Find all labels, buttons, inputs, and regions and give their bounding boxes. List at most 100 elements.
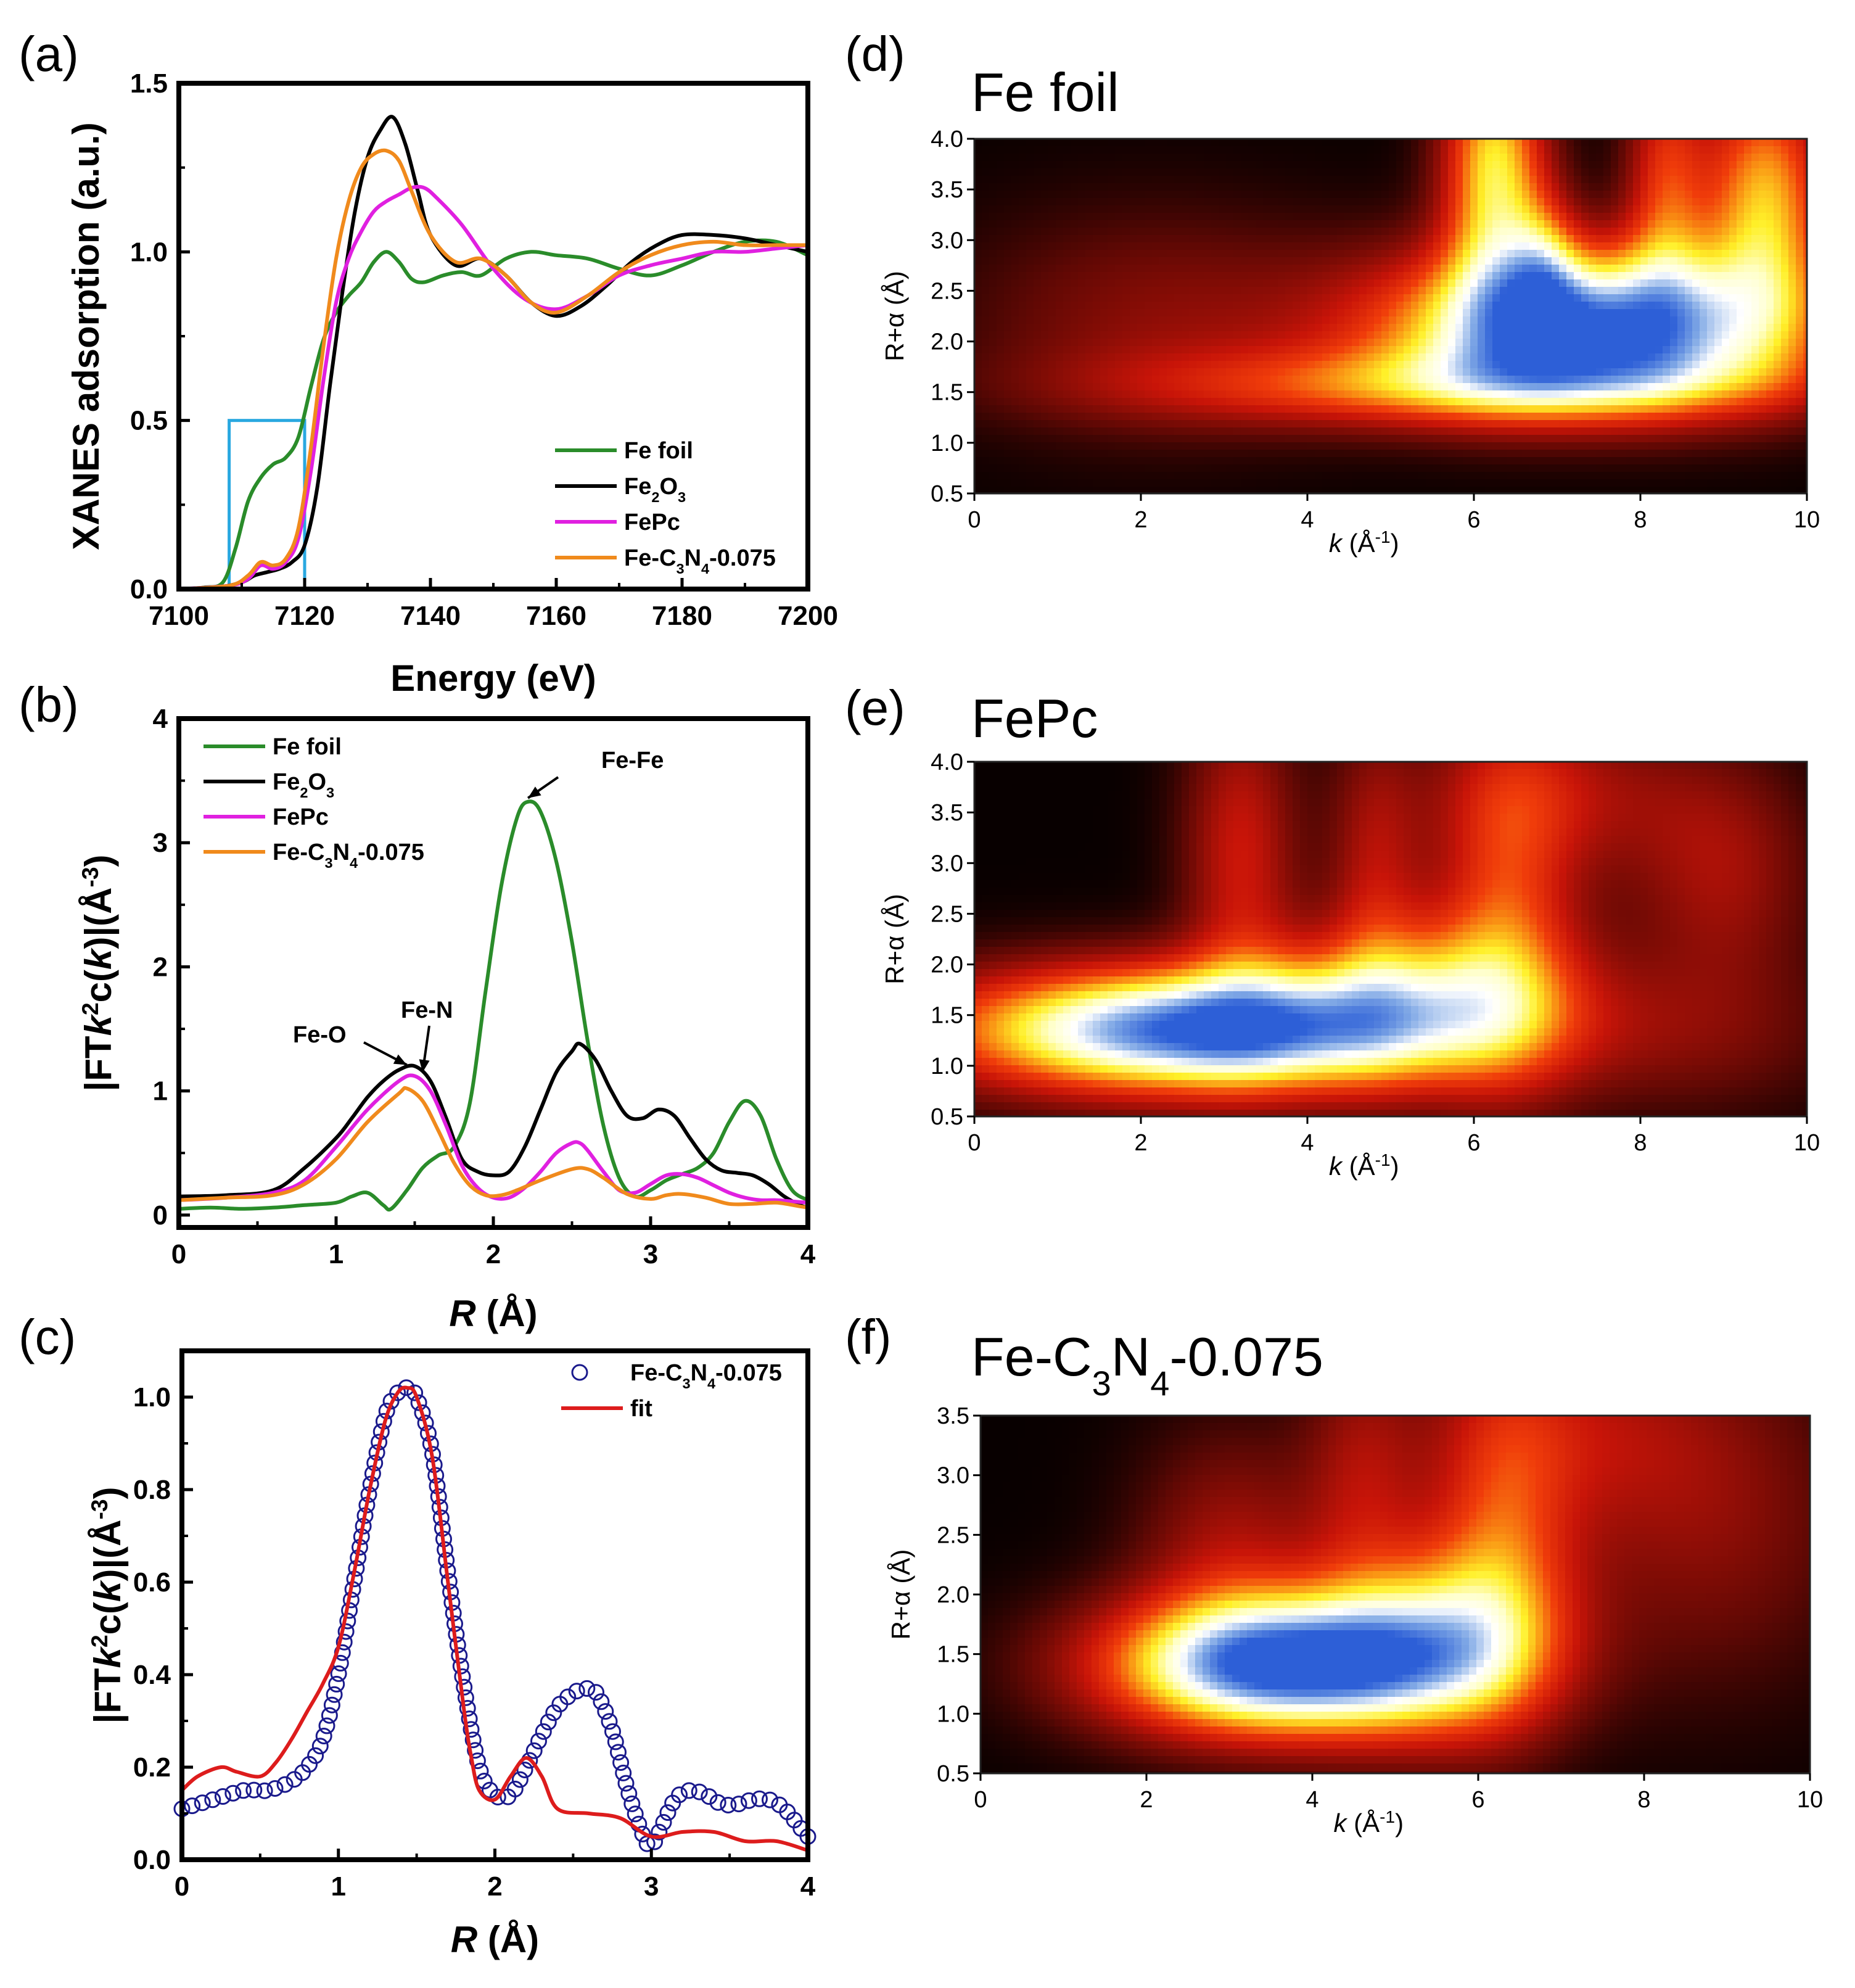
data-point xyxy=(612,1754,630,1771)
heatmap-cell xyxy=(1722,324,1730,332)
heatmap-cell xyxy=(1722,139,1730,147)
heatmap-cell xyxy=(974,405,982,413)
heatmap-cell xyxy=(1737,346,1745,354)
heatmap-cell xyxy=(1500,168,1508,176)
heatmap-cell xyxy=(1396,213,1404,221)
heatmap-cell xyxy=(1692,287,1700,295)
heatmap-cell xyxy=(1056,265,1064,273)
heatmap-cell xyxy=(1248,361,1256,369)
heatmap-cell xyxy=(1418,220,1426,228)
heatmap-cell xyxy=(1182,376,1190,384)
heatmap-cell xyxy=(1803,339,1808,347)
heatmap-cell xyxy=(1603,176,1611,184)
heatmap-cell xyxy=(1418,353,1426,361)
heatmap-cell xyxy=(1167,339,1175,347)
series-markers xyxy=(173,1379,816,1852)
heatmap-cell xyxy=(1093,413,1101,421)
heatmap-cell xyxy=(1352,235,1360,243)
heatmap-cell xyxy=(1640,183,1648,191)
heatmap-cell xyxy=(1744,220,1752,228)
heatmap-cell xyxy=(1611,413,1619,421)
heatmap-cell xyxy=(1781,205,1789,213)
heatmap-cell xyxy=(1441,287,1449,295)
heatmap-cell xyxy=(1426,331,1434,339)
heatmap-cell xyxy=(1263,176,1271,184)
heatmap-cell xyxy=(1737,287,1745,295)
heatmap-cell xyxy=(1093,398,1101,406)
heatmap-cell xyxy=(1048,205,1056,213)
heatmap-cell xyxy=(1352,161,1360,169)
heatmap-cell xyxy=(974,146,982,154)
heatmap-cell xyxy=(1063,361,1071,369)
heatmap-cell xyxy=(1515,413,1523,421)
heatmap-cell xyxy=(1529,383,1537,391)
heatmap-cell xyxy=(1278,361,1286,369)
heatmap-cell xyxy=(1796,361,1804,369)
heatmap-cell xyxy=(1093,183,1101,191)
heatmap-cell xyxy=(1211,435,1219,443)
heatmap-cell xyxy=(1515,339,1523,347)
heatmap-cell xyxy=(1100,405,1108,413)
heatmap-cell xyxy=(1648,420,1656,428)
heatmap-cell xyxy=(1196,242,1204,250)
heatmap-cell xyxy=(1226,279,1234,287)
heatmap-cell xyxy=(1611,420,1619,428)
heatmap-cell xyxy=(1219,390,1227,398)
heatmap-cell xyxy=(1692,294,1700,302)
heatmap-cell xyxy=(1737,176,1745,184)
heatmap-cell xyxy=(1278,287,1286,295)
heatmap-cell xyxy=(1174,139,1182,147)
heatmap-cell xyxy=(1122,287,1130,295)
heatmap-cell xyxy=(1145,294,1153,302)
heatmap-cell xyxy=(1404,383,1412,391)
heatmap-cell xyxy=(1581,361,1589,369)
heatmap-cell xyxy=(1448,339,1456,347)
heatmap-cell xyxy=(1211,413,1219,421)
heatmap-cell xyxy=(1426,242,1434,250)
heatmap-cell xyxy=(1581,168,1589,176)
heatmap-cell xyxy=(1581,294,1589,302)
heatmap-cell xyxy=(1522,346,1530,354)
heatmap-cell xyxy=(1714,176,1722,184)
heatmap-cell xyxy=(1359,339,1367,347)
heatmap-cell xyxy=(1071,294,1079,302)
heatmap-cell xyxy=(1722,405,1730,413)
heatmap-cell xyxy=(1589,413,1597,421)
heatmap-cell xyxy=(1648,183,1656,191)
heatmap-cell xyxy=(1137,250,1145,258)
heatmap-cell xyxy=(1722,294,1730,302)
heatmap-cell xyxy=(1300,161,1308,169)
data-point xyxy=(578,1680,596,1697)
heatmap-cell xyxy=(1396,324,1404,332)
heatmap-cell xyxy=(1004,250,1012,258)
heatmap-cell xyxy=(1270,324,1278,332)
heatmap-cell xyxy=(1100,213,1108,221)
heatmap-cell xyxy=(1418,161,1426,169)
heatmap-cell xyxy=(1145,302,1153,310)
heatmap-cell xyxy=(1463,183,1471,191)
heatmap-cell xyxy=(1189,302,1197,310)
heatmap-cell xyxy=(1115,272,1123,280)
heatmap-cell xyxy=(1677,272,1685,280)
heatmap-cell xyxy=(1781,161,1789,169)
heatmap-cell xyxy=(1774,353,1782,361)
heatmap-cell xyxy=(1011,383,1019,391)
heatmap-cell xyxy=(1470,183,1478,191)
heatmap-cell xyxy=(1774,420,1782,428)
heatmap-cell xyxy=(1707,265,1715,273)
heatmap-cell xyxy=(1751,191,1759,199)
heatmap-cell xyxy=(1404,168,1412,176)
heatmap-cell xyxy=(989,361,997,369)
heatmap-cell xyxy=(1330,390,1338,398)
heatmap-cell xyxy=(1004,361,1012,369)
heatmap-cell xyxy=(1159,302,1167,310)
heatmap-cell xyxy=(1581,279,1589,287)
heatmap-cell xyxy=(1367,228,1375,236)
heatmap-cell xyxy=(1729,435,1737,443)
heatmap-cell xyxy=(1078,235,1086,243)
heatmap-cell xyxy=(1300,413,1308,421)
heatmap-cell xyxy=(1492,272,1500,280)
heatmap-cell xyxy=(1285,265,1293,273)
heatmap-cell xyxy=(1145,420,1153,428)
